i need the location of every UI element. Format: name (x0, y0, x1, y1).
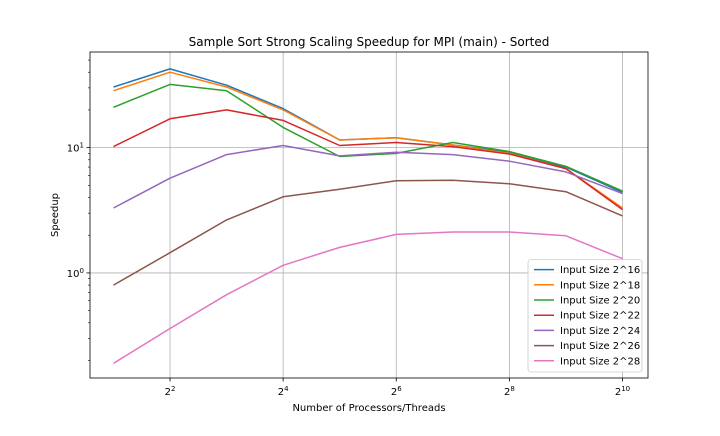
legend: Input Size 2^16 Input Size 2^18 Input Size… (527, 259, 643, 373)
series-line (113, 68, 623, 193)
x-axis-label: Number of Processors/Threads (292, 403, 445, 414)
x-tick-label: 210 (615, 385, 630, 398)
legend-box (527, 259, 643, 373)
chart-title: Sample Sort Strong Scaling Speedup for M… (189, 35, 550, 49)
legend-label: Input Size 2^18 (560, 280, 640, 291)
series-line (113, 179, 623, 286)
series-line (113, 71, 623, 209)
plot-area (89, 51, 649, 379)
legend-label: Input Size 2^26 (560, 341, 640, 352)
x-axis-ticks: 22 24 26 28 210 (165, 378, 630, 398)
y-axis-ticks: 100 101 (67, 59, 90, 361)
series-line (113, 144, 623, 209)
grid (90, 52, 648, 378)
legend-label: Input Size 2^24 (560, 326, 640, 337)
x-tick-label: 24 (278, 385, 289, 398)
y-axis-label: Speedup (50, 193, 61, 237)
series-line (113, 83, 623, 192)
x-tick-label: 28 (504, 385, 515, 398)
y-tick-label: 101 (67, 142, 84, 155)
legend-label: Input Size 2^22 (560, 311, 640, 322)
series-line (113, 109, 623, 211)
y-tick-label: 100 (67, 267, 84, 280)
series-lines (113, 68, 623, 364)
legend-label: Input Size 2^20 (560, 296, 640, 307)
x-tick-label: 26 (391, 385, 402, 398)
x-tick-label: 22 (165, 385, 176, 398)
series-line (113, 231, 623, 364)
legend-label: Input Size 2^28 (560, 356, 640, 367)
legend-label: Input Size 2^16 (560, 265, 640, 276)
